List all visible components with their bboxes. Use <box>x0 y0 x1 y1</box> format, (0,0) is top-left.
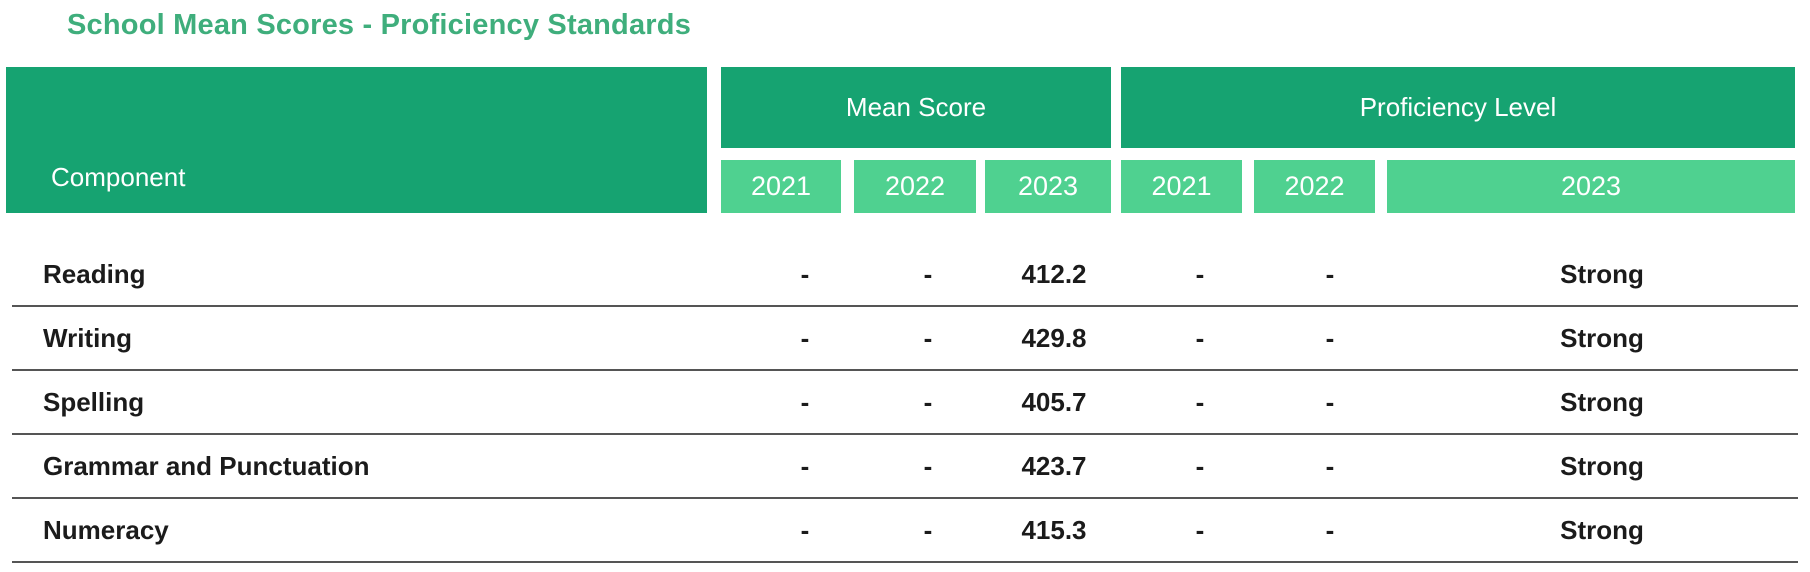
proficiency-2022-cell: - <box>1325 386 1335 417</box>
mean-2023-cell: 405.7 <box>1021 386 1087 417</box>
mean-2022-cell: - <box>923 514 933 545</box>
proficiency-2021-cell: - <box>1195 514 1205 545</box>
table-row: Writing - - 429.8 - - Strong <box>12 307 1798 371</box>
mean-2021-cell: - <box>800 450 810 481</box>
component-cell: Reading <box>43 258 146 289</box>
proficiency-year-2023-header: 2023 <box>1387 160 1795 213</box>
proficiency-2023-cell: Strong <box>1560 514 1644 545</box>
component-header-label: Component <box>51 162 186 192</box>
component-cell: Writing <box>43 322 133 353</box>
mean-year-2021-header: 2021 <box>721 160 841 213</box>
proficiency-2022-cell: - <box>1325 322 1335 353</box>
proficiency-year-2021-header: 2021 <box>1121 160 1242 213</box>
proficiency-2021-cell: - <box>1195 450 1205 481</box>
proficiency-2022-cell: - <box>1325 258 1335 289</box>
mean-2023-cell: 415.3 <box>1021 514 1087 545</box>
component-cell: Spelling <box>43 386 145 417</box>
mean-score-group-header: Mean Score <box>721 67 1111 148</box>
mean-2021-cell: - <box>800 514 810 545</box>
component-cell: Grammar and Punctuation <box>43 450 370 481</box>
mean-2023-cell: 412.2 <box>1021 258 1087 289</box>
component-cell: Numeracy <box>43 514 169 545</box>
mean-2022-cell: - <box>923 322 933 353</box>
mean-year-2022-header: 2022 <box>854 160 976 213</box>
proficiency-2023-cell: Strong <box>1560 386 1644 417</box>
mean-2022-cell: - <box>923 258 933 289</box>
mean-2021-cell: - <box>800 322 810 353</box>
table-row: Spelling - - 405.7 - - Strong <box>12 371 1798 435</box>
table-row: Grammar and Punctuation - - 423.7 - - St… <box>12 435 1798 499</box>
mean-2021-cell: - <box>800 258 810 289</box>
mean-2022-cell: - <box>923 386 933 417</box>
proficiency-2023-cell: Strong <box>1560 258 1644 289</box>
table-row: Numeracy - - 415.3 - - Strong <box>12 499 1798 563</box>
proficiency-2021-cell: - <box>1195 386 1205 417</box>
table-row: Reading - - 412.2 - - Strong <box>12 243 1798 307</box>
mean-2023-cell: 423.7 <box>1021 450 1087 481</box>
proficiency-year-2022-header: 2022 <box>1254 160 1375 213</box>
page-title: School Mean Scores - Proficiency Standar… <box>67 9 692 41</box>
proficiency-2022-cell: - <box>1325 514 1335 545</box>
component-column-header: Component <box>6 67 707 213</box>
proficiency-2023-cell: Strong <box>1560 322 1644 353</box>
mean-2023-cell: 429.8 <box>1021 322 1087 353</box>
proficiency-2023-cell: Strong <box>1560 450 1644 481</box>
proficiency-2021-cell: - <box>1195 322 1205 353</box>
mean-year-2023-header: 2023 <box>985 160 1111 213</box>
proficiency-2021-cell: - <box>1195 258 1205 289</box>
proficiency-level-group-header: Proficiency Level <box>1121 67 1795 148</box>
proficiency-2022-cell: - <box>1325 450 1335 481</box>
mean-2022-cell: - <box>923 450 933 481</box>
mean-2021-cell: - <box>800 386 810 417</box>
